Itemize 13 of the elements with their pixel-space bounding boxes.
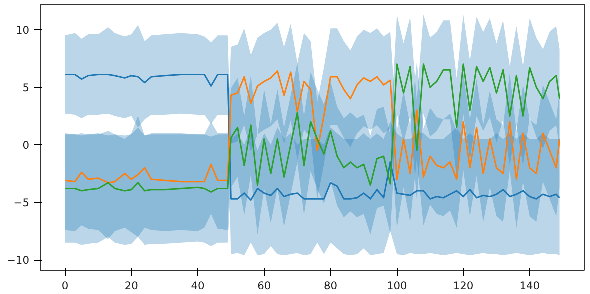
x-tick-label: 80 [324, 280, 338, 292]
x-tick-label: 60 [258, 280, 272, 292]
x-tick-label: 120 [453, 280, 474, 292]
y-tick-label: −5 [14, 196, 30, 210]
x-tick-label: 40 [191, 280, 205, 292]
x-tick-label: 100 [386, 280, 408, 292]
y-tick-label: 5 [22, 81, 30, 94]
y-tick-label: −10 [7, 254, 30, 268]
x-tick-label: 20 [124, 280, 139, 292]
y-tick-label: 10 [16, 24, 30, 37]
x-tick-label: 0 [62, 280, 69, 292]
x-tick-label: 140 [520, 280, 540, 292]
y-tick-label: 0 [22, 138, 30, 152]
